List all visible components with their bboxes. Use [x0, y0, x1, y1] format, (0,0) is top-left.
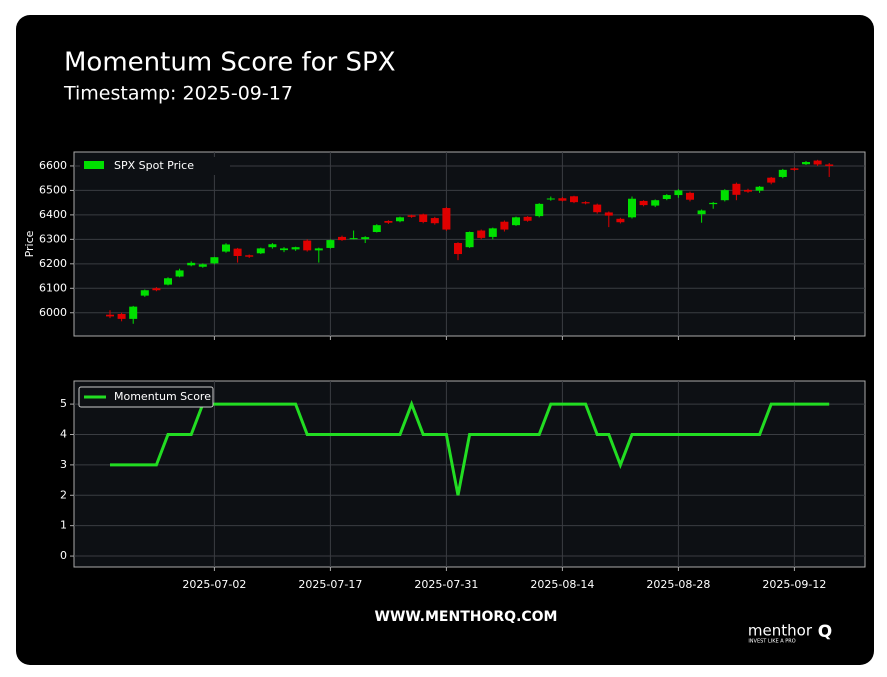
candle-body [396, 217, 404, 222]
legend-label: SPX Spot Price [114, 159, 194, 172]
candle-body [558, 198, 567, 201]
candle-body [767, 177, 776, 183]
candle-body [222, 244, 230, 252]
candle-body [256, 248, 265, 254]
candle-body [187, 262, 196, 266]
candle-body [280, 248, 288, 251]
y-tick-label: 6100 [39, 281, 67, 294]
candle-body [442, 208, 451, 230]
y-tick-label: 0 [60, 549, 67, 562]
candle-body [129, 306, 138, 319]
candle-body [720, 190, 729, 201]
logo: menthor [748, 622, 813, 640]
candle-body [674, 190, 683, 196]
candle-body [268, 244, 277, 248]
subtitle: Timestamp: 2025-09-17 [63, 83, 293, 105]
candle-body [686, 192, 694, 200]
candle-body [813, 160, 822, 165]
y-tick-label: 6000 [39, 306, 67, 319]
candle-body [535, 203, 544, 217]
candle-body [175, 270, 184, 277]
legend-label: Momentum Score [114, 390, 211, 403]
candle-body [152, 288, 161, 291]
candle-body [372, 225, 381, 233]
candle-body [512, 217, 520, 226]
candle-body [593, 204, 602, 213]
x-tick-label: 2025-07-17 [298, 578, 362, 591]
logo-tagline: INVEST LIKE A PRO [748, 639, 795, 645]
candle-body [732, 183, 741, 195]
logo-mark: Q [818, 622, 832, 642]
legend-box [80, 157, 230, 175]
x-tick-label: 2025-07-02 [182, 578, 246, 591]
candle-body [291, 247, 300, 250]
title: Momentum Score for SPX [64, 48, 396, 78]
candle-body [825, 164, 834, 166]
candle-body [500, 221, 509, 230]
candle-body [326, 240, 335, 248]
candle-body [616, 218, 625, 223]
candle-body [164, 278, 172, 285]
candle-body [778, 169, 787, 177]
candle-body [570, 196, 578, 203]
legend-swatch [84, 161, 104, 169]
candle-body [245, 255, 254, 257]
candle-body [639, 200, 648, 206]
candle-body [709, 202, 718, 205]
candle-body [755, 186, 764, 191]
candle-body [477, 230, 486, 238]
legend-box [78, 386, 214, 408]
candle-body [430, 218, 439, 224]
y-tick-label: 6600 [39, 159, 67, 172]
y-tick-label: 1 [60, 519, 67, 532]
plot-area [73, 380, 866, 568]
candle-body [651, 200, 660, 206]
x-tick-label: 2025-07-31 [414, 578, 478, 591]
candle-body [140, 290, 149, 296]
candle-body [790, 168, 799, 170]
candle-body [802, 162, 810, 165]
candle-body [454, 243, 462, 255]
candle-body [488, 228, 497, 237]
candle-body [628, 198, 636, 218]
candle-body [210, 257, 219, 264]
candle-body [697, 210, 706, 215]
candle-body [106, 314, 114, 317]
candle-body [303, 240, 312, 251]
x-tick-label: 2025-08-28 [646, 578, 710, 591]
y-tick-label: 3 [60, 458, 67, 471]
y-tick-label: 6300 [39, 232, 67, 245]
candle-body [314, 248, 323, 251]
y-tick-label: 6500 [39, 183, 67, 196]
candle-body [604, 212, 613, 216]
y-tick-label: 4 [60, 427, 67, 440]
candle-body [233, 248, 242, 256]
y-tick-label: 5 [60, 397, 67, 410]
candle-body [361, 237, 370, 240]
candle-body [662, 195, 671, 199]
footer: WWW.MENTHORQ.COM [375, 609, 558, 625]
candle-body [407, 215, 416, 217]
x-tick-label: 2025-08-14 [530, 578, 594, 591]
candle-body [338, 236, 346, 241]
y-tick-label: 2 [60, 488, 67, 501]
y-axis-label: Price [23, 230, 36, 257]
candle-body [546, 198, 555, 200]
y-tick-label: 6400 [39, 208, 67, 221]
candle-body [349, 238, 358, 240]
candle-body [419, 214, 428, 222]
line [110, 399, 830, 496]
candle-body [744, 189, 752, 192]
candle-body [523, 216, 532, 221]
candle-body [117, 313, 126, 319]
x-tick-label: 2025-09-12 [762, 578, 826, 591]
candle-body [465, 232, 474, 248]
candle-body [384, 221, 393, 223]
candle-body [198, 264, 207, 267]
candle-body [581, 202, 590, 204]
y-tick-label: 6200 [39, 257, 67, 270]
